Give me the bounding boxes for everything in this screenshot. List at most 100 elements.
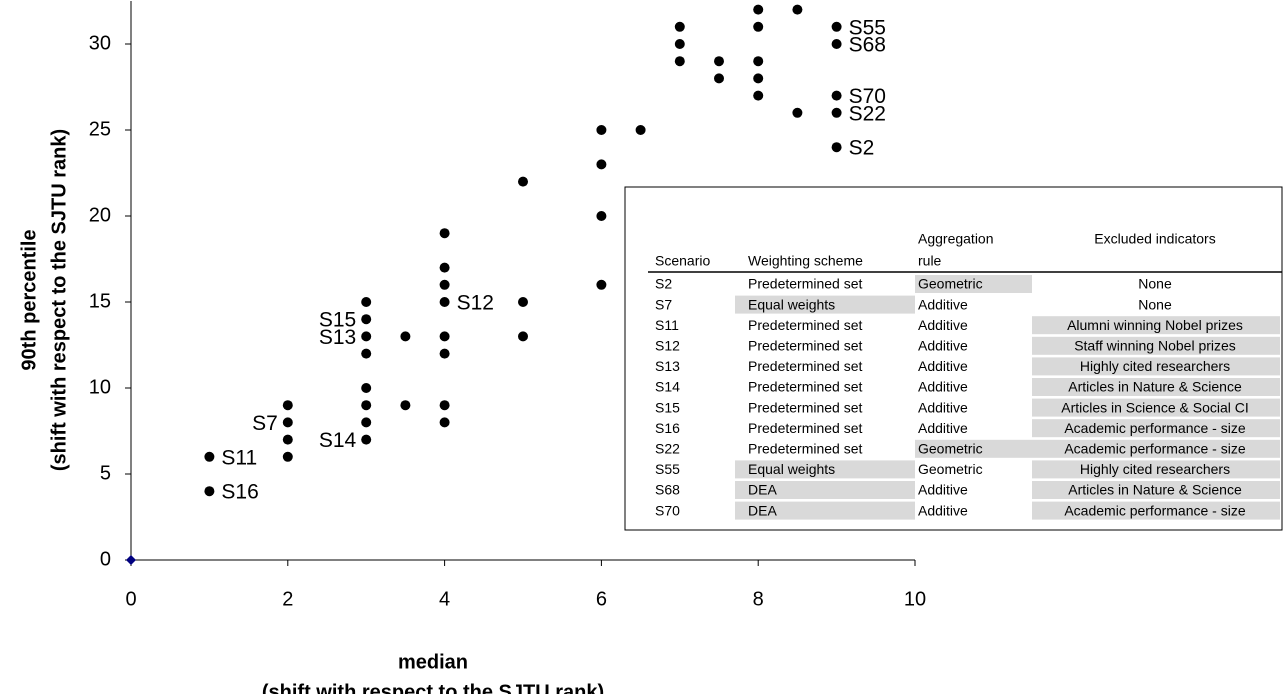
point xyxy=(282,451,293,462)
point xyxy=(282,417,293,428)
point-label: S2 xyxy=(849,137,875,160)
point xyxy=(714,73,724,84)
table-cell: S7 xyxy=(655,296,672,312)
table-cell: Additive xyxy=(918,420,968,436)
table-cell: Articles in Nature & Science xyxy=(1068,482,1242,498)
point-label: S7 xyxy=(252,412,278,435)
table-cell: S15 xyxy=(655,399,680,415)
point xyxy=(753,56,764,67)
point xyxy=(361,383,372,393)
table-cell: S22 xyxy=(655,441,680,457)
point xyxy=(596,125,607,135)
table-header: Aggregation xyxy=(918,231,994,247)
point xyxy=(439,417,450,428)
table-cell: DEA xyxy=(748,502,777,518)
point xyxy=(204,451,215,462)
point xyxy=(674,39,685,49)
point xyxy=(753,73,764,84)
y-tick-label: 10 xyxy=(89,376,111,398)
point xyxy=(439,262,450,273)
point xyxy=(674,56,685,67)
cell-shade xyxy=(1032,336,1280,355)
table-cell: Predetermined set xyxy=(748,358,863,374)
table-cell: Predetermined set xyxy=(748,441,863,457)
table-cell: S55 xyxy=(655,461,680,477)
point xyxy=(439,400,450,411)
cell-shade xyxy=(1032,460,1280,479)
table-cell: S14 xyxy=(655,379,680,395)
point xyxy=(400,400,411,411)
point-label: S15 xyxy=(319,309,356,332)
point xyxy=(753,90,764,101)
point xyxy=(361,297,372,307)
cell-shade xyxy=(1032,357,1280,376)
table-cell: Articles in Science & Social CI xyxy=(1061,399,1249,415)
table-cell: S2 xyxy=(655,276,672,292)
table-header: Excluded indicators xyxy=(1094,231,1215,247)
point xyxy=(635,125,646,135)
point xyxy=(361,314,372,325)
point xyxy=(204,486,215,497)
table-cell: Geometric xyxy=(918,461,983,477)
point xyxy=(831,107,842,118)
point xyxy=(361,348,372,359)
point xyxy=(361,434,372,445)
x-axis-label: median xyxy=(398,651,468,673)
y-tick-label: 30 xyxy=(89,32,111,54)
cell-shade xyxy=(915,275,1032,293)
y-tick-label: 25 xyxy=(89,118,111,140)
cell-shade xyxy=(1032,439,1280,458)
table-header: Weighting scheme xyxy=(748,253,863,269)
table-cell: Articles in Nature & Science xyxy=(1068,379,1242,395)
point-label: S11 xyxy=(221,446,257,469)
point xyxy=(282,400,293,411)
cell-shade xyxy=(735,481,915,499)
table-cell: Additive xyxy=(918,358,968,374)
table-cell: S12 xyxy=(655,338,680,354)
point xyxy=(361,400,372,411)
table-cell: Additive xyxy=(918,296,968,312)
table-cell: DEA xyxy=(748,482,777,498)
y-tick-label: 15 xyxy=(89,290,111,312)
table-cell: S11 xyxy=(655,317,679,333)
point xyxy=(753,4,764,15)
point xyxy=(439,331,450,342)
table-cell: Predetermined set xyxy=(748,379,863,395)
cell-shade xyxy=(735,460,915,479)
cell-shade xyxy=(1032,481,1280,499)
table-cell: Additive xyxy=(918,317,968,333)
point xyxy=(831,142,842,153)
table-cell: Additive xyxy=(918,379,968,395)
x-tick-label: 8 xyxy=(753,588,764,610)
point xyxy=(439,279,450,290)
table-cell: S13 xyxy=(655,358,680,374)
y-axis-label: (shift with respect to the SJTU rank) xyxy=(48,129,70,471)
point xyxy=(361,417,372,428)
point xyxy=(831,21,842,32)
point xyxy=(518,331,528,342)
table-cell: Academic performance - size xyxy=(1064,420,1246,436)
x-tick-label: 6 xyxy=(596,588,607,610)
point xyxy=(361,331,372,342)
table-cell: None xyxy=(1138,296,1172,312)
point xyxy=(714,56,724,67)
table-header: rule xyxy=(918,253,942,269)
table-cell: Academic performance - size xyxy=(1064,441,1246,457)
table-cell: S70 xyxy=(655,502,680,518)
point-label: S55 xyxy=(849,16,886,39)
point-label: S22 xyxy=(849,102,886,125)
point xyxy=(439,297,450,307)
point xyxy=(831,90,842,101)
point-label: S16 xyxy=(221,481,258,504)
y-tick-label: 20 xyxy=(89,204,111,226)
table-cell: S16 xyxy=(655,420,680,436)
point xyxy=(596,159,607,170)
cell-shade xyxy=(1032,378,1280,396)
cell-shade xyxy=(1032,316,1280,335)
table-cell: Predetermined set xyxy=(748,399,863,415)
table-cell: Highly cited researchers xyxy=(1080,461,1230,477)
table-cell: S68 xyxy=(655,482,680,498)
y-tick-label: 0 xyxy=(100,548,111,570)
